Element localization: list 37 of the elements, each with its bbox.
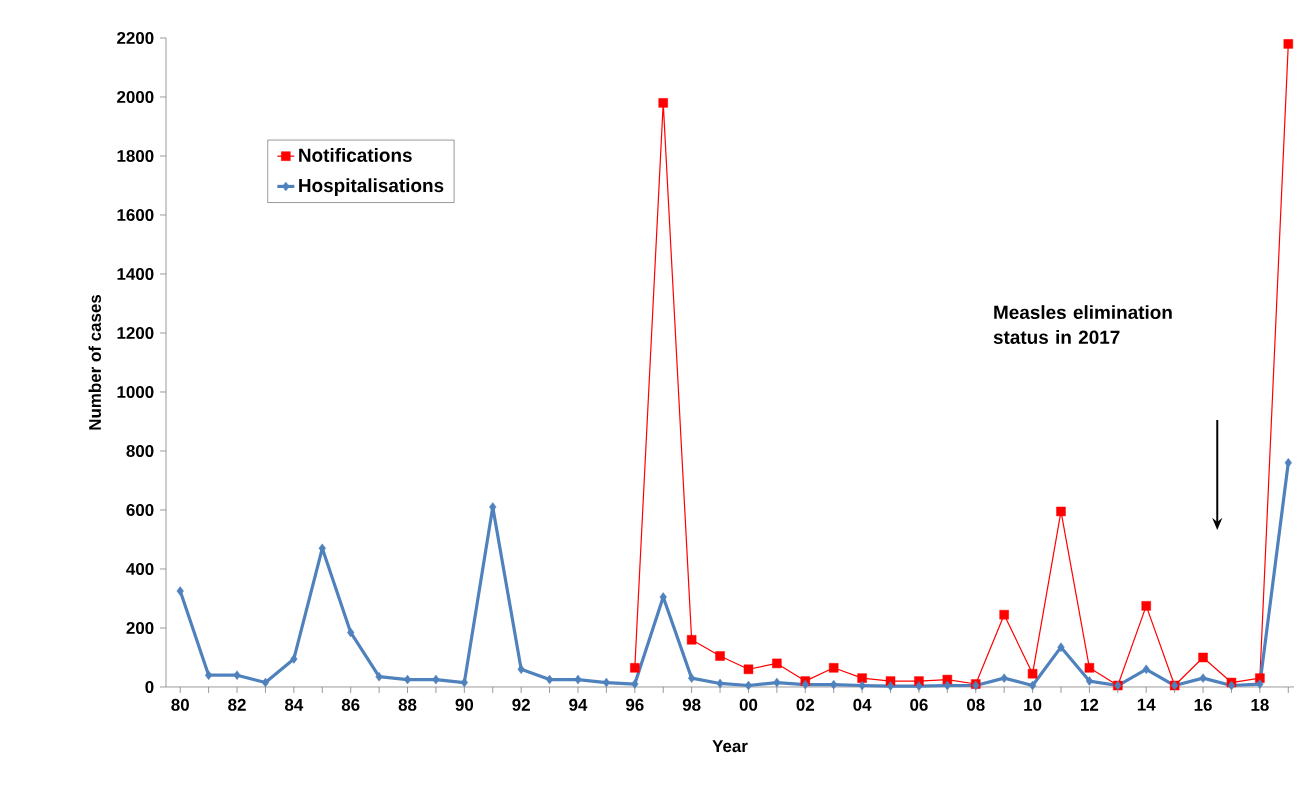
x-tick-label: 90 <box>455 698 474 711</box>
legend-label: Hospitalisations <box>299 178 444 196</box>
x-tick-label: 98 <box>682 698 701 711</box>
y-tick-label: 2200 <box>117 31 154 44</box>
x-tick-label: 92 <box>512 698 530 711</box>
x-tick-label: 84 <box>284 698 304 711</box>
y-tick-label: 0 <box>145 680 154 693</box>
y-tick-label: 1800 <box>117 149 154 162</box>
x-tick-label: 88 <box>398 698 417 711</box>
x-tick-label: 86 <box>341 698 360 711</box>
x-tick-label: 94 <box>569 698 588 711</box>
y-axis-title: Number of cases <box>88 294 101 430</box>
x-tick-label: 82 <box>228 698 246 711</box>
y-tick-label: 600 <box>126 503 154 516</box>
y-tick-label: 400 <box>126 562 154 575</box>
x-tick-label: 08 <box>967 698 985 711</box>
y-tick-label: 1000 <box>117 385 154 398</box>
x-tick-label: 00 <box>739 698 758 711</box>
legend-label: Notifications <box>299 148 412 162</box>
x-tick-label: 10 <box>1024 698 1042 711</box>
annotation: Measles elimination status in 2017 <box>993 305 1172 344</box>
x-tick-label: 96 <box>625 698 644 711</box>
y-tick-label: 1200 <box>117 326 154 339</box>
y-tick-label: 2000 <box>117 90 154 103</box>
x-tick-label: 02 <box>796 698 815 711</box>
y-tick-label: 200 <box>126 621 154 634</box>
y-tick-label: 1400 <box>117 267 154 280</box>
x-axis-title: Year <box>712 740 748 753</box>
y-tick-label: 1600 <box>117 208 154 221</box>
x-tick-label: 80 <box>171 698 189 711</box>
x-tick-label: 14 <box>1137 698 1156 711</box>
x-tick-label: 18 <box>1251 698 1269 711</box>
x-tick-label: 06 <box>910 698 928 711</box>
y-tick-label: 800 <box>126 444 154 457</box>
x-tick-label: 12 <box>1081 698 1099 711</box>
x-tick-label: 16 <box>1194 698 1212 711</box>
x-tick-label: 04 <box>853 698 872 711</box>
